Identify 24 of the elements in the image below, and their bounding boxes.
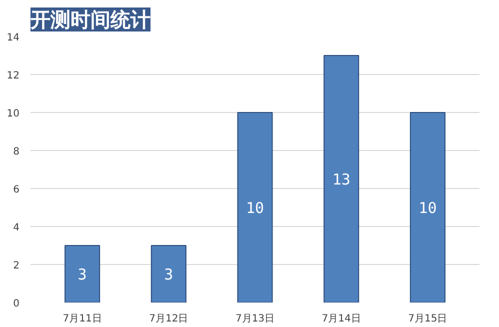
x-tick-label: 7月14日 [322, 314, 361, 324]
y-tick-label: 14 [6, 32, 20, 44]
bar [237, 112, 273, 302]
data-label: 13 [332, 170, 350, 188]
y-tick-label: 4 [13, 222, 20, 234]
y-tick-label: 10 [6, 108, 20, 120]
bar [410, 112, 446, 302]
x-tick-label: 7月13日 [235, 314, 275, 324]
y-tick-label: 2 [13, 260, 20, 272]
y-tick-label: 8 [13, 146, 20, 158]
data-label: 10 [418, 199, 437, 217]
x-tick-label: 7月15日 [408, 314, 448, 324]
data-label: 10 [246, 199, 264, 217]
x-tick-label: 7月11日 [62, 314, 102, 324]
y-tick-label: 12 [6, 70, 20, 82]
bar [64, 245, 100, 302]
y-tick-label: 0 [13, 298, 20, 310]
bar [324, 55, 360, 302]
bar [150, 245, 186, 302]
y-tick-label: 6 [13, 184, 20, 196]
chart-title: 开测时间统计 [30, 8, 150, 32]
data-label: 3 [164, 266, 174, 284]
x-tick-label: 7月12日 [149, 314, 188, 324]
data-label: 3 [78, 266, 87, 284]
